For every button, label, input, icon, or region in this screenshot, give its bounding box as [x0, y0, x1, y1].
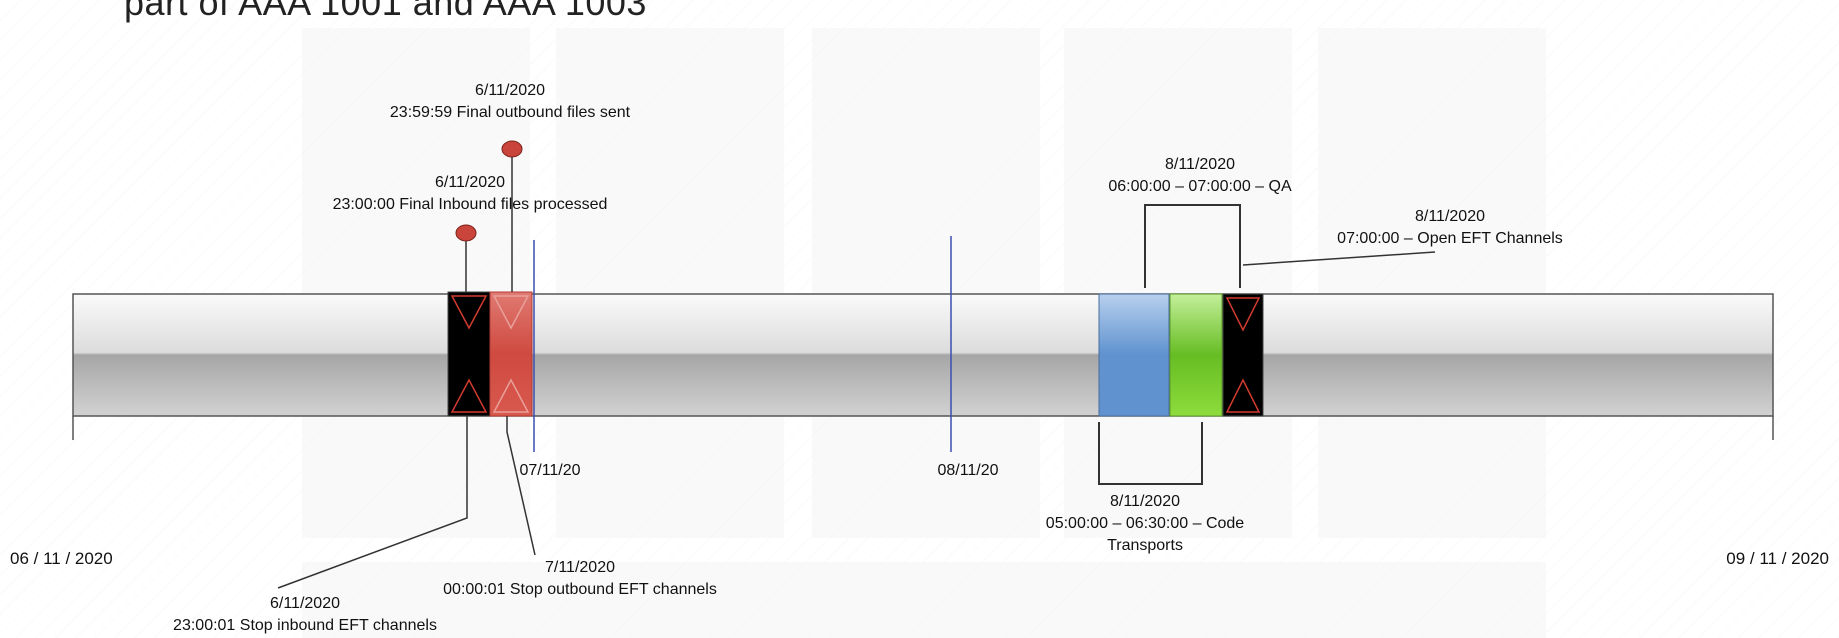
event-text-continued: Transports [1107, 537, 1183, 554]
event-date: 6/11/2020 [475, 82, 545, 99]
event-date: 8/11/2020 [1165, 156, 1235, 173]
code-transports-bracket [1098, 422, 1203, 485]
day-marker-label: 07/11/20 [519, 462, 581, 479]
down-triangle-icon [1225, 297, 1261, 332]
event-date: 6/11/2020 [270, 595, 340, 612]
timeline-start-date: 06 / 11 / 2020 [10, 549, 113, 568]
down-triangle-icon [450, 295, 488, 330]
code-transports-block [1098, 293, 1170, 417]
callout-line [506, 416, 536, 556]
event-label-code-transports: 8/11/2020 05:00:00 – 06:30:00 – Code Tra… [1005, 491, 1285, 557]
up-triangle-icon [450, 378, 488, 413]
qa-bracket [1144, 204, 1241, 288]
event-date: 7/11/2020 [545, 559, 615, 576]
event-text: 05:00:00 – 06:30:00 – Code [1045, 515, 1245, 532]
outbound-stop-block [489, 291, 533, 417]
event-text: 07:00:00 – Open EFT Channels [1337, 230, 1563, 247]
pin-icon [455, 224, 477, 242]
background-panel [812, 28, 1040, 538]
down-triangle-icon [492, 295, 530, 330]
event-label-final-inbound: 6/11/2020 23:00:00 Final Inbound files p… [270, 172, 670, 216]
event-date: 8/11/2020 [1110, 493, 1180, 510]
qa-block [1169, 293, 1223, 417]
event-label-open-eft: 8/11/2020 07:00:00 – Open EFT Channels [1290, 206, 1610, 250]
event-text: 06:00:00 – 07:00:00 – QA [1108, 178, 1292, 195]
background-panel [302, 28, 530, 538]
event-text: 23:00:01 Stop inbound EFT channels [173, 617, 437, 634]
background-panel [556, 28, 784, 538]
event-date: 6/11/2020 [435, 174, 505, 191]
up-triangle-icon [1225, 378, 1261, 413]
callout-line [1242, 251, 1436, 266]
event-label-stop-inbound: 6/11/2020 23:00:01 Stop inbound EFT chan… [135, 593, 475, 637]
callout-line [277, 416, 468, 589]
up-triangle-icon [492, 378, 530, 413]
pin-icon [501, 140, 523, 158]
event-label-qa: 8/11/2020 06:00:00 – 07:00:00 – QA [1040, 154, 1360, 198]
open-eft-block [1222, 293, 1264, 417]
background-panel [1064, 28, 1292, 538]
day-marker-label: 08/11/20 [937, 462, 999, 479]
event-label-final-outbound: 6/11/2020 23:59:59 Final outbound files … [330, 80, 690, 124]
timeline-bar [72, 293, 1774, 417]
page-title: part of AAA 1001 and AAA 1003 [124, 0, 647, 23]
background-panel [302, 562, 1546, 638]
event-label-stop-outbound: 7/11/2020 00:00:01 Stop outbound EFT cha… [410, 557, 750, 601]
event-text: 00:00:01 Stop outbound EFT channels [443, 581, 717, 598]
event-text: 23:59:59 Final outbound files sent [389, 104, 631, 121]
event-text: 23:00:00 Final Inbound files processed [332, 196, 608, 213]
event-date: 8/11/2020 [1415, 208, 1485, 225]
background-panel [1318, 28, 1546, 538]
inbound-stop-block [447, 291, 491, 417]
timeline-end-date: 09 / 11 / 2020 [1726, 549, 1829, 568]
